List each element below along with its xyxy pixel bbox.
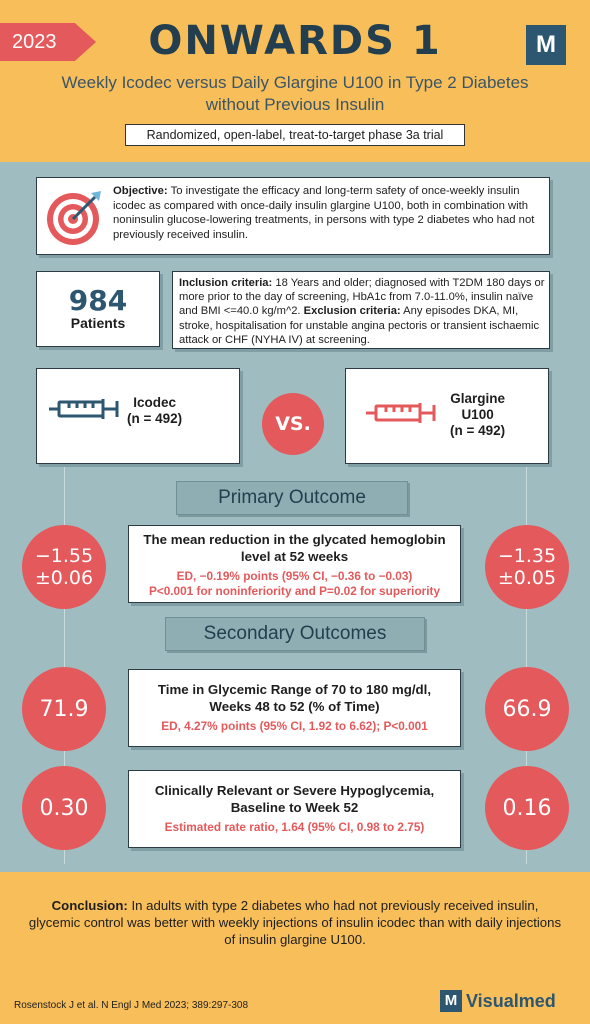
m-logo-icon: M [526,25,566,65]
primary-icodec-se: ±0.06 [34,567,94,589]
icodec-arm-card: Icodec (n = 492) [36,368,240,464]
objective-label: Objective: [113,185,168,197]
conclusion-body: In adults with type 2 diabetes who had n… [28,898,562,947]
glargine-arm-label: Glargine U100 (n = 492) [450,391,505,439]
tir-icodec-value: 71.9 [22,667,106,751]
hypo-title-line-2: Baseline to Week 52 [230,800,359,815]
patients-count: 984 [68,284,128,317]
syringe-icon-glargine [366,403,436,423]
hypo-outcome-card: Clinically Relevant or Severe Hypoglycem… [128,770,461,848]
primary-glargine-se: ±0.05 [497,567,557,589]
hypo-detail: Estimated rate ratio, 1.64 (95% CI, 0.98… [164,820,425,834]
icodec-n: (n = 492) [127,411,183,426]
tir-detail: ED, 4.27% points (95% CI, 1.92 to 6.62);… [161,719,428,733]
hypo-glargine-value: 0.16 [485,766,569,850]
target-icon [47,191,101,245]
right-connector-line [526,464,527,864]
subtitle-line-2: without Previous Insulin [205,95,385,114]
exclusion-text: Any episodes DKA, MI, stroke, hospitalis… [179,305,540,346]
objective-card: Objective: To investigate the efficacy a… [36,177,550,255]
footer-panel [0,872,590,1024]
exclusion-label: Exclusion criteria: [303,305,401,318]
conclusion-text: Conclusion: In adults with type 2 diabet… [28,897,562,948]
left-connector-line [64,464,65,864]
primary-outcome-banner: Primary Outcome [176,481,408,515]
glargine-arm-card: Glargine U100 (n = 492) [345,368,549,464]
icodec-arm-label: Icodec (n = 492) [127,395,182,427]
tir-glargine-value: 66.9 [485,667,569,751]
primary-glargine-value: −1.35 ±0.05 [485,525,569,609]
citation: Rosenstock J et al. N Engl J Med 2023; 3… [14,1000,249,1011]
glargine-n: (n = 492) [450,423,506,438]
primary-title-line-1: The mean reduction in the glycated hemog… [143,532,446,547]
page-title: ONWARDS 1 [148,18,442,64]
inclusion-label: Inclusion criteria: [179,277,273,289]
conclusion-label: Conclusion: [51,898,128,913]
trial-design-box: Randomized, open-label, treat-to-target … [125,124,465,146]
criteria-text: Inclusion criteria: 18 Years and older; … [179,276,547,347]
visualmed-wordmark: Visualmed [466,990,556,1011]
objective-text: Objective: To investigate the efficacy a… [113,184,541,242]
tir-outcome-card: Time in Glycemic Range of 70 to 180 mg/d… [128,669,461,747]
visualmed-logo: M Visualmed [440,989,556,1013]
criteria-card: Inclusion criteria: 18 Years and older; … [172,271,550,349]
tir-title-line-1: Time in Glycemic Range of 70 to 180 mg/d… [157,682,432,697]
icodec-name: Icodec [133,395,176,410]
year-tag: 2023 [0,23,96,61]
subtitle-line-1: Weekly Icodec versus Daily Glargine U100… [61,73,529,92]
patients-card: 984 Patients [36,271,160,347]
primary-detail-line-1: ED, −0.19% points (95% CI, −0.36 to −0.0… [176,569,413,583]
primary-glargine-mean: −1.35 [497,545,557,567]
secondary-outcomes-banner: Secondary Outcomes [165,617,425,651]
inclusion-text: 18 Years and older; diagnosed with T2DM … [179,277,545,318]
objective-body: To investigate the efficacy and long-ter… [113,185,535,241]
primary-outcome-card: The mean reduction in the glycated hemog… [128,525,461,603]
page-subtitle: Weekly Icodec versus Daily Glargine U100… [40,72,550,116]
tir-title-line-2: Weeks 48 to 52 (% of Time) [209,699,380,714]
primary-icodec-value: −1.55 ±0.06 [22,525,106,609]
primary-detail-line-2: P<0.001 for noninferiority and P=0.02 fo… [148,584,441,598]
glargine-name-line-2: U100 [461,407,494,422]
patients-label: Patients [70,315,126,331]
hypo-title-line-1: Clinically Relevant or Severe Hypoglycem… [154,783,435,798]
vs-badge: VS. [262,393,324,455]
glargine-name-line-1: Glargine [450,391,505,406]
syringe-icon-icodec [49,399,119,419]
hypo-icodec-value: 0.30 [22,766,106,850]
primary-icodec-mean: −1.55 [34,545,94,567]
visualmed-m-icon: M [440,990,462,1012]
primary-title-line-2: level at 52 weeks [240,549,349,564]
